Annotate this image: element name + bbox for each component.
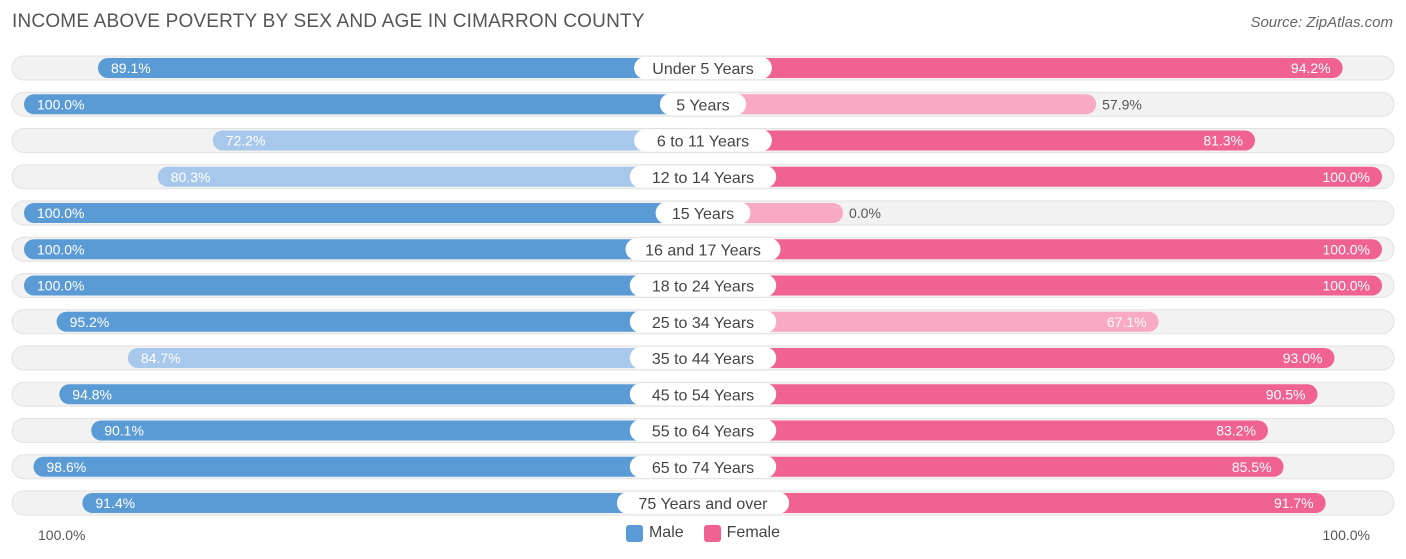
female-bar (703, 420, 1268, 441)
female-bar (703, 493, 1326, 513)
male-bar (24, 94, 703, 115)
female-bar (703, 384, 1318, 405)
category-pill (625, 238, 781, 261)
category-label: 15 Years (672, 206, 734, 223)
category-label: 25 to 34 Years (652, 315, 754, 332)
male-value-label: 84.7% (141, 350, 181, 366)
category-pill (629, 165, 777, 188)
male-value-label: 100.0% (37, 278, 84, 294)
category-label: 16 and 17 Years (645, 242, 761, 259)
category-pill (616, 492, 790, 514)
chart-area: 89.1% 94.2% Under 5 Years 100.0% 57.9% 5 Year… (11, 55, 1395, 516)
legend-swatch-female (703, 524, 721, 542)
male-value-label: 90.1% (104, 423, 144, 439)
male-value-label: 89.1% (111, 60, 151, 76)
male-bar (157, 166, 703, 187)
category-label: 12 to 14 Years (652, 170, 754, 187)
category-pill (629, 419, 777, 442)
category-pill (629, 347, 777, 369)
male-value-label: 100.0% (37, 205, 84, 221)
male-value-label: 94.8% (72, 386, 112, 402)
female-value-label: 0.0% (849, 205, 881, 221)
male-bar (24, 239, 703, 260)
female-value-label: 100.0% (1323, 241, 1370, 257)
female-value-label: 94.2% (1291, 60, 1331, 76)
category-label: 65 to 74 Years (652, 460, 754, 477)
male-value-label: 98.6% (47, 459, 87, 475)
female-value-label: 85.5% (1232, 459, 1272, 475)
category-pill (659, 93, 747, 116)
axis-left-label: 100.0% (38, 527, 86, 543)
category-label: 5 Years (676, 97, 729, 114)
male-bar (91, 420, 703, 441)
category-label: 75 Years and over (639, 496, 769, 513)
female-value-label: 100.0% (1323, 278, 1370, 294)
female-bar (703, 94, 1097, 115)
female-value-label: 90.5% (1266, 386, 1306, 402)
category-label: Under 5 Years (652, 61, 753, 78)
legend-label-male: Male (648, 524, 684, 541)
category-pill (629, 455, 777, 478)
male-value-label: 80.3% (171, 169, 211, 185)
female-value-label: 93.0% (1283, 350, 1323, 366)
female-bar (703, 275, 1382, 296)
female-bar (703, 58, 1343, 78)
male-value-label: 100.0% (37, 96, 84, 112)
legend: Male Female (0, 524, 1406, 542)
female-value-label: 81.3% (1203, 133, 1243, 149)
male-value-label: 72.2% (226, 133, 266, 149)
female-bar (703, 311, 1159, 332)
axis-right-label: 100.0% (1322, 527, 1370, 543)
source-label: Source: ZipAtlas.com (1250, 14, 1393, 31)
category-pill (629, 274, 777, 297)
legend-label-female: Female (726, 524, 781, 541)
female-value-label: 100.0% (1323, 169, 1370, 185)
female-value-label: 67.1% (1107, 314, 1147, 330)
chart-title: INCOME ABOVE POVERTY BY SEX AND AGE IN C… (12, 11, 645, 32)
category-label: 18 to 24 Years (652, 279, 754, 296)
category-pill (634, 57, 772, 79)
male-bar (56, 311, 704, 332)
male-bar (33, 456, 704, 477)
category-label: 45 to 54 Years (652, 387, 754, 404)
category-label: 55 to 64 Years (652, 424, 754, 441)
category-label: 35 to 44 Years (652, 351, 754, 368)
male-bar (24, 275, 703, 296)
female-value-label: 57.9% (1102, 96, 1142, 112)
legend-item-female[interactable]: Female (703, 524, 781, 542)
category-pill (629, 310, 777, 333)
male-bar (82, 493, 704, 513)
category-label: 6 to 11 Years (657, 134, 749, 151)
category-pill (655, 202, 751, 224)
male-bar (24, 203, 703, 223)
female-bar (703, 166, 1382, 187)
male-value-label: 95.2% (70, 314, 110, 330)
female-value-label: 91.7% (1274, 495, 1314, 511)
female-value-label: 83.2% (1216, 423, 1256, 439)
male-bar (59, 384, 704, 405)
female-bar (703, 348, 1335, 368)
male-value-label: 100.0% (37, 241, 84, 257)
male-bar (98, 58, 704, 78)
female-bar (703, 130, 1256, 151)
legend-item-male[interactable]: Male (625, 524, 684, 542)
male-bar (127, 348, 703, 368)
male-bar (212, 130, 703, 151)
female-bar (703, 456, 1284, 477)
legend-swatch-male (625, 524, 643, 542)
category-pill (629, 383, 777, 406)
female-bar (703, 239, 1382, 260)
male-value-label: 91.4% (95, 495, 135, 511)
category-pill (634, 129, 772, 152)
